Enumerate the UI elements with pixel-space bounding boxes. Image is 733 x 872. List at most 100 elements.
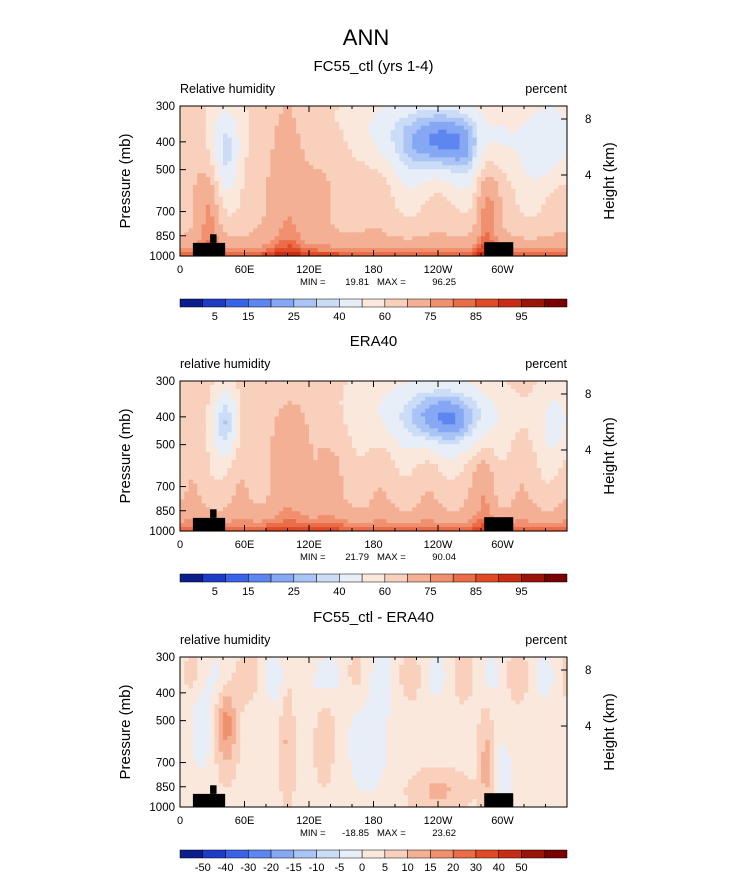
contour-cell — [334, 400, 340, 406]
contour-cell — [528, 228, 534, 233]
contour-cell — [364, 244, 370, 249]
contour-cell — [468, 228, 473, 233]
contour-cell — [218, 106, 224, 111]
contour-cell — [558, 125, 564, 131]
contour-cell — [429, 117, 435, 123]
contour-cell — [433, 396, 439, 402]
contour-cell — [511, 220, 516, 226]
contour-cell — [407, 392, 413, 398]
contour-cell — [214, 428, 220, 433]
contour-cell — [248, 121, 254, 127]
contour-cell — [407, 141, 413, 147]
contour-cell — [352, 392, 357, 398]
contour-cell — [528, 244, 534, 249]
contour-cell — [188, 169, 194, 174]
contour-cell — [442, 165, 448, 170]
colorbar-label: 95 — [515, 311, 527, 323]
contour-cell — [192, 432, 198, 437]
contour-cell — [450, 121, 456, 127]
contour-cell — [558, 440, 564, 445]
contour-cell — [291, 208, 297, 214]
contour-cell — [184, 244, 190, 249]
contour-cell — [528, 184, 534, 190]
contour-cell — [498, 133, 504, 139]
contour-cell — [489, 381, 495, 386]
contour-cell — [184, 196, 190, 202]
contour-cell — [188, 117, 194, 123]
contour-cell — [450, 177, 456, 182]
contour-cell — [240, 141, 246, 147]
contour-cell — [468, 184, 473, 190]
contour-cell — [248, 400, 254, 406]
contour-cell — [554, 149, 559, 154]
contour-cell — [192, 208, 198, 214]
contour-cell — [300, 388, 306, 394]
contour-cell — [214, 381, 220, 386]
contour-cell — [416, 125, 422, 131]
contour-cell — [330, 224, 336, 229]
contour-cell — [227, 200, 233, 206]
contour-cell — [330, 153, 336, 158]
contour-cell — [536, 169, 542, 174]
contour-cell — [536, 400, 542, 406]
contour-cell — [180, 400, 185, 406]
contour-cell — [214, 181, 220, 186]
contour-cell — [412, 432, 418, 437]
contour-cell — [274, 220, 280, 226]
contour-cell — [442, 216, 448, 222]
contour-cell — [317, 408, 323, 414]
contour-cell — [343, 220, 349, 226]
contour-cell — [390, 416, 396, 422]
contour-cell — [180, 420, 185, 426]
contour-cell — [558, 224, 564, 229]
contour-cell — [218, 408, 224, 414]
contour-cell — [558, 173, 564, 178]
contour-cell — [489, 106, 495, 111]
contour-cell — [300, 153, 306, 158]
contour-cell — [304, 149, 310, 154]
contour-cell — [343, 196, 349, 202]
contour-cell — [343, 400, 349, 406]
contour-cell — [364, 129, 370, 135]
contour-cell — [300, 420, 306, 426]
contour-cell — [180, 200, 185, 206]
y-tick-label: 850 — [156, 231, 175, 243]
contour-cell — [519, 161, 525, 166]
contour-cell — [210, 412, 215, 418]
contour-cell — [231, 232, 237, 237]
contour-cell — [476, 109, 482, 115]
contour-cell — [541, 188, 547, 194]
contour-cell — [502, 121, 508, 127]
contour-cell — [227, 184, 233, 190]
contour-cell — [382, 184, 387, 190]
contour-cell — [356, 165, 362, 170]
contour-cell — [321, 208, 327, 214]
contour-cell — [278, 192, 284, 198]
contour-cell — [184, 412, 190, 418]
contour-cell — [524, 440, 529, 445]
contour-cell — [300, 106, 306, 111]
contour-cell — [240, 169, 246, 174]
contour-cell — [266, 240, 271, 245]
contour-cell — [253, 200, 258, 206]
contour-cell — [395, 224, 400, 229]
contour-cell — [541, 133, 547, 139]
contour-cell — [429, 208, 435, 214]
contour-cell — [420, 106, 426, 111]
contour-cell — [184, 125, 190, 131]
contour-cell — [545, 388, 551, 394]
contour-cell — [463, 408, 469, 414]
contour-cell — [468, 188, 473, 194]
contour-cell — [515, 129, 521, 135]
contour-cell — [296, 196, 301, 202]
contour-cell — [536, 232, 542, 237]
contour-cell — [330, 161, 336, 166]
contour-cell — [433, 224, 439, 229]
contour-cell — [244, 212, 250, 218]
contour-cell — [313, 141, 319, 147]
contour-cell — [524, 204, 529, 210]
contour-cell — [309, 141, 314, 147]
contour-cell — [524, 149, 529, 154]
contour-cell — [395, 436, 400, 441]
contour-cell — [347, 192, 353, 198]
